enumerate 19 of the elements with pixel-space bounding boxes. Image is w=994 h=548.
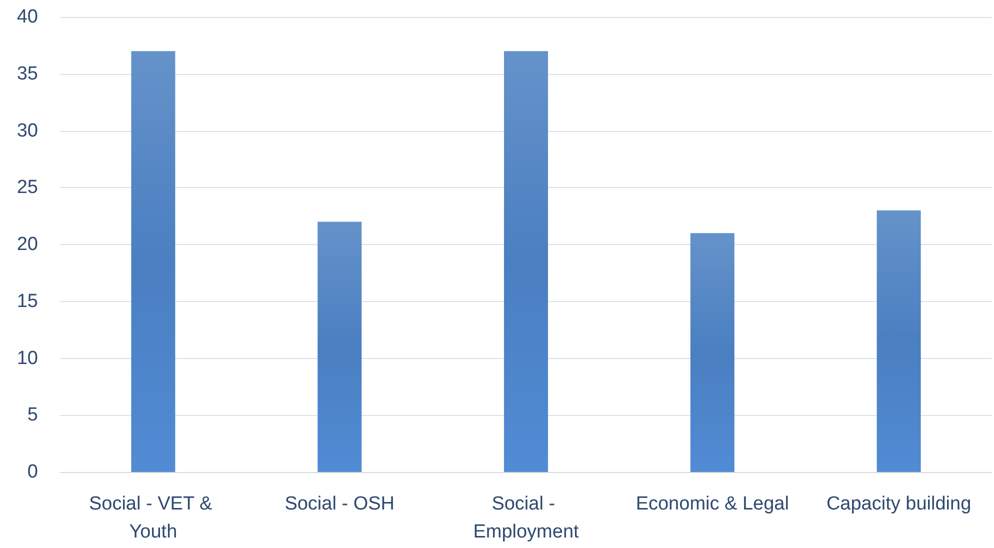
y-tick-label: 0 <box>27 462 38 482</box>
x-tick-label: Social - OSH <box>284 494 395 514</box>
x-tick-label: Social - Employment <box>473 494 580 542</box>
y-tick-label: 10 <box>16 348 38 369</box>
y-tick-label: 25 <box>16 177 38 198</box>
bar <box>876 210 921 472</box>
bar <box>131 51 176 472</box>
bar <box>318 222 362 472</box>
x-tick-label: Economic & Legal <box>636 494 789 514</box>
y-tick-label: 15 <box>16 290 38 312</box>
bar <box>690 233 734 472</box>
y-tick-label: 40 <box>16 6 38 28</box>
bar <box>504 51 548 472</box>
x-tick-label: Capacity building <box>826 494 972 514</box>
y-tick-label: 30 <box>16 120 38 142</box>
y-tick-label: 20 <box>16 234 38 255</box>
y-tick-label: 35 <box>16 63 38 84</box>
x-tick-label: Social - VET & Youth <box>88 494 218 542</box>
y-tick-label: 5 <box>27 404 38 426</box>
